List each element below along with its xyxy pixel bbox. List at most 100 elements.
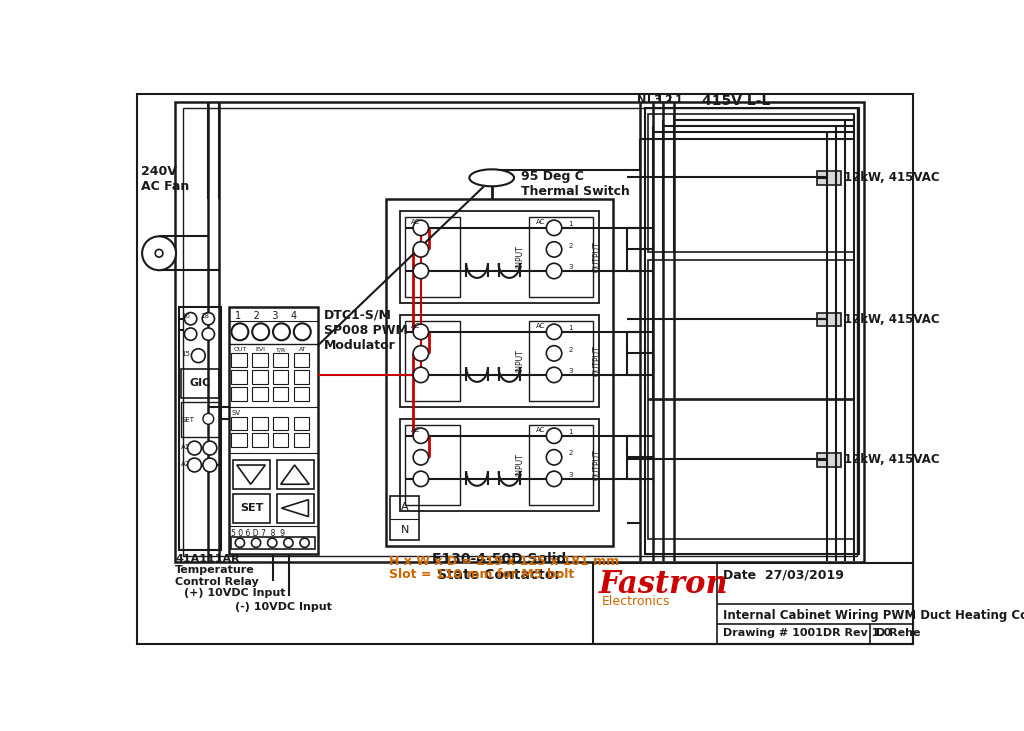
Bar — [404, 321, 460, 401]
Text: 1: 1 — [568, 429, 573, 435]
Circle shape — [413, 428, 429, 444]
Circle shape — [413, 324, 429, 339]
Text: AC: AC — [536, 426, 545, 433]
Text: 16: 16 — [181, 314, 190, 319]
Bar — [294, 353, 309, 367]
Bar — [593, 563, 912, 645]
Text: A2: A2 — [181, 461, 190, 467]
Bar — [273, 387, 289, 401]
Text: OUT: OUT — [233, 347, 247, 352]
Bar — [231, 417, 247, 431]
Bar — [273, 371, 289, 385]
Bar — [229, 307, 317, 553]
Bar — [231, 371, 247, 385]
Text: Electronics: Electronics — [602, 595, 670, 608]
Text: Fastron: Fastron — [599, 569, 728, 600]
Bar — [252, 433, 267, 447]
Bar — [179, 307, 221, 550]
Bar — [231, 433, 247, 447]
Text: 1: 1 — [568, 221, 573, 227]
Text: DTC1-S/M
SP008 PWM
Modulator: DTC1-S/M SP008 PWM Modulator — [324, 308, 408, 352]
Circle shape — [252, 538, 261, 548]
Text: 2: 2 — [568, 450, 573, 456]
Circle shape — [284, 538, 293, 548]
Bar — [231, 537, 315, 549]
Circle shape — [413, 367, 429, 382]
Bar — [529, 425, 593, 505]
Circle shape — [294, 323, 310, 340]
Bar — [233, 493, 270, 523]
Text: OUTPUT: OUTPUT — [593, 346, 602, 376]
Circle shape — [203, 458, 217, 472]
Text: Slot = 110 mm for M5 bolt: Slot = 110 mm for M5 bolt — [388, 568, 573, 581]
Circle shape — [547, 324, 562, 339]
Text: 3: 3 — [568, 368, 573, 374]
Bar — [817, 452, 841, 466]
Bar — [386, 200, 613, 546]
Circle shape — [184, 313, 197, 325]
Circle shape — [184, 328, 197, 340]
Circle shape — [236, 538, 245, 548]
Circle shape — [187, 458, 202, 472]
Bar — [400, 211, 599, 303]
Bar — [400, 419, 599, 511]
Text: SET: SET — [240, 503, 263, 513]
Bar — [252, 417, 267, 431]
Text: INPUT: INPUT — [516, 349, 524, 373]
Text: Internal Cabinet Wiring PWM Duct Heating Controller: Internal Cabinet Wiring PWM Duct Heating… — [724, 609, 1024, 622]
Text: D Rehe: D Rehe — [876, 628, 921, 638]
Circle shape — [413, 450, 429, 465]
Circle shape — [547, 263, 562, 279]
Text: 41A111AR
Temperature
Control Relay: 41A111AR Temperature Control Relay — [175, 553, 259, 587]
Text: EVI: EVI — [256, 347, 265, 352]
Text: A1: A1 — [181, 444, 190, 450]
Circle shape — [413, 242, 429, 257]
Text: AC: AC — [411, 219, 420, 224]
Circle shape — [547, 242, 562, 257]
Bar — [276, 493, 313, 523]
Bar — [529, 217, 593, 298]
Text: Drawing # 1001DR Rev 1.0: Drawing # 1001DR Rev 1.0 — [724, 628, 892, 638]
Bar — [294, 417, 309, 431]
Circle shape — [547, 220, 562, 235]
Bar — [294, 387, 309, 401]
Text: N: N — [400, 525, 409, 534]
Text: 12kW, 415VAC: 12kW, 415VAC — [844, 171, 939, 184]
Text: 12kW, 415VAC: 12kW, 415VAC — [844, 313, 939, 325]
Bar — [276, 460, 313, 489]
Circle shape — [231, 323, 249, 340]
Bar — [294, 433, 309, 447]
Text: H x W x D = 219 x 125 x 181 mm: H x W x D = 219 x 125 x 181 mm — [388, 555, 618, 568]
Circle shape — [300, 538, 309, 548]
Bar — [231, 387, 247, 401]
Bar — [181, 368, 219, 398]
Text: 1    2    3    4: 1 2 3 4 — [236, 311, 297, 321]
Text: A: A — [400, 501, 409, 512]
Text: 15: 15 — [181, 351, 190, 357]
Circle shape — [202, 313, 214, 325]
Bar — [273, 353, 289, 367]
Bar — [175, 102, 864, 562]
Text: OUTPUT: OUTPUT — [593, 450, 602, 480]
Circle shape — [547, 346, 562, 361]
Bar — [233, 460, 270, 489]
Circle shape — [547, 471, 562, 487]
Text: AT: AT — [298, 347, 306, 352]
Text: 18: 18 — [201, 314, 210, 319]
Circle shape — [191, 349, 205, 363]
Text: AC: AC — [411, 426, 420, 433]
Text: N: N — [637, 96, 646, 105]
Text: (-) 10VDC Input: (-) 10VDC Input — [234, 602, 332, 612]
Bar — [817, 313, 841, 327]
Circle shape — [413, 346, 429, 361]
Text: AC: AC — [411, 322, 420, 328]
Text: INPUT: INPUT — [516, 246, 524, 268]
Text: OUTPUT: OUTPUT — [593, 242, 602, 273]
Text: AC: AC — [536, 322, 545, 328]
Text: 3: 3 — [568, 472, 573, 478]
Text: 95 Deg C
Thermal Switch: 95 Deg C Thermal Switch — [521, 170, 630, 198]
Text: 1: 1 — [568, 325, 573, 331]
Text: 3: 3 — [568, 264, 573, 270]
Bar — [400, 315, 599, 407]
Text: L3: L3 — [647, 96, 662, 105]
